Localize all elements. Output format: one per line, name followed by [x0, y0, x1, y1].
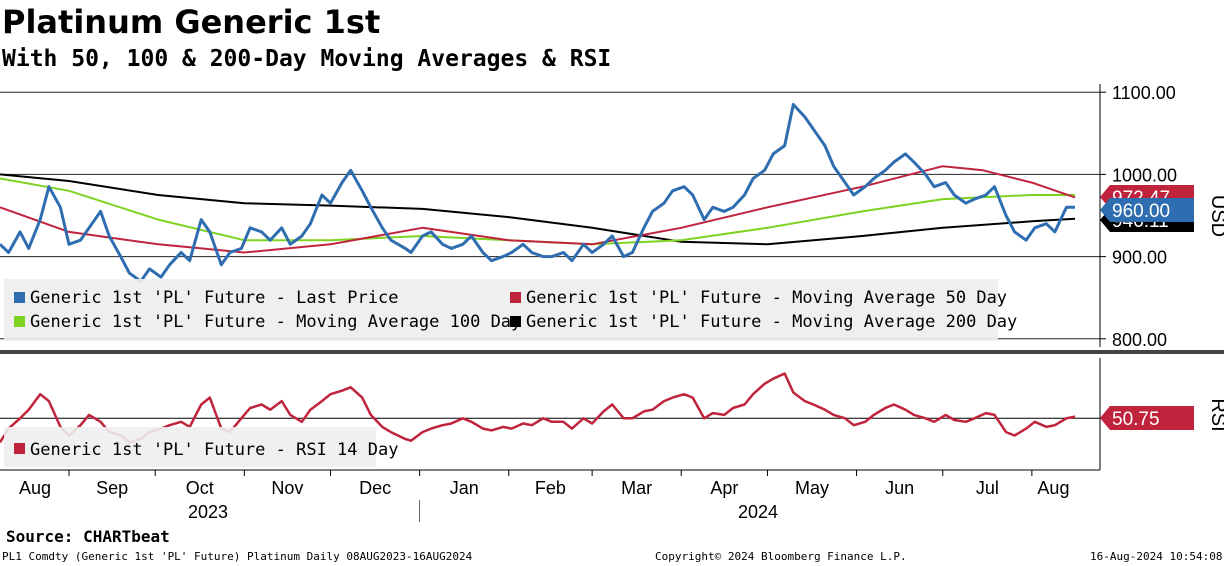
price-tick-label: 1000.00	[1112, 165, 1177, 185]
year-label-2023: 2023	[188, 502, 228, 522]
ma50-line	[0, 165, 1076, 254]
rsi-legend-entry: Generic 1st 'PL' Future - RSI 14 Day	[30, 440, 398, 460]
legend-swatch	[14, 316, 25, 327]
security-info: PL1 Comdty (Generic 1st 'PL' Future) Pla…	[2, 550, 473, 563]
price-tick-label: 900.00	[1112, 248, 1167, 268]
month-label: Sep	[96, 478, 128, 498]
panel-divider	[0, 350, 1224, 354]
price-legend: Generic 1st 'PL' Future - Last Price Gene…	[4, 279, 1017, 341]
rsi-end-tag-bg	[1100, 406, 1194, 430]
month-label: Jun	[885, 478, 914, 498]
legend-entry: Generic 1st 'PL' Future - Moving Average…	[526, 288, 1007, 308]
legend-entry: Generic 1st 'PL' Future - Last Price	[30, 288, 398, 308]
month-label: Mar	[621, 478, 652, 498]
legend-swatch	[510, 292, 521, 303]
month-label: Dec	[359, 478, 391, 498]
last-price-end-tag-bg	[1100, 198, 1194, 222]
price-tick-label: 800.00	[1112, 330, 1167, 350]
month-label: Feb	[535, 478, 566, 498]
month-label: May	[795, 478, 829, 498]
ma100-line	[0, 177, 1075, 246]
last-price-end-tag-text: 960.00	[1112, 201, 1170, 222]
rsi-end-tag: 50.75	[1100, 406, 1194, 430]
rsi-legend: Generic 1st 'PL' Future - RSI 14 Day	[4, 427, 398, 467]
legend-entry: Generic 1st 'PL' Future - Moving Average…	[526, 312, 1017, 332]
month-label: Jul	[976, 478, 999, 498]
ma200-line	[0, 173, 1076, 246]
legend-swatch	[14, 292, 25, 303]
month-label: Jan	[450, 478, 479, 498]
last-price-end-tag: 960.00	[1100, 198, 1194, 222]
last-price-line	[0, 103, 1075, 283]
chart-title: Platinum Generic 1st	[2, 3, 381, 41]
legend-entry: Generic 1st 'PL' Future - Moving Average…	[30, 312, 521, 332]
price-axis-title: USD	[1207, 195, 1224, 237]
rsi-axis-title: RSI	[1207, 398, 1224, 431]
chart-subtitle: With 50, 100 & 200-Day Moving Averages &…	[2, 46, 612, 72]
year-label-2024: 2024	[738, 502, 778, 522]
rsi-legend-background	[4, 427, 376, 467]
month-label: Oct	[186, 478, 214, 498]
timestamp: 16-Aug-2024 10:54:08	[1090, 550, 1223, 563]
price-tick-label: 1100.00	[1112, 83, 1176, 103]
source-label: Source: CHARTbeat	[6, 527, 170, 546]
copyright: Copyright© 2024 Bloomberg Finance L.P.	[655, 550, 907, 563]
rsi-end-tag-text: 50.75	[1112, 409, 1160, 430]
legend-swatch	[510, 316, 521, 327]
month-label: Aug	[1037, 478, 1069, 498]
rsi-line	[0, 372, 1076, 444]
rsi-legend-swatch	[14, 443, 25, 454]
month-label: Aug	[19, 478, 51, 498]
month-label: Apr	[710, 478, 738, 498]
legend-background	[4, 279, 998, 341]
month-label: Nov	[271, 478, 303, 498]
